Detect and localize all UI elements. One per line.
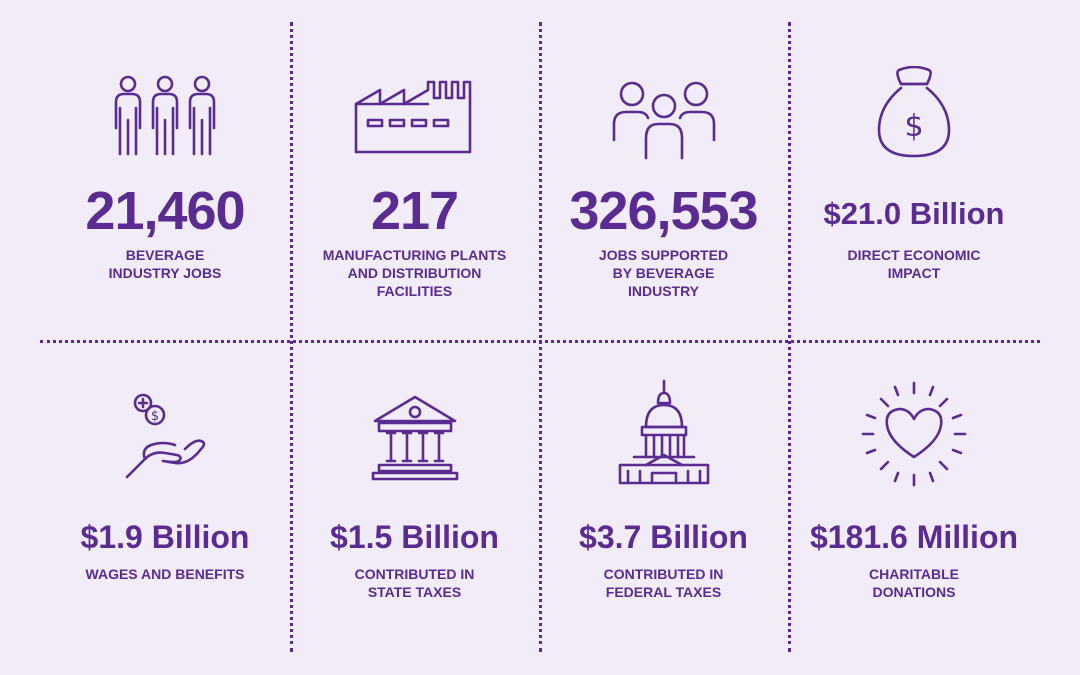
stat-value: 326,553 <box>569 181 758 241</box>
stat-facilities: 217 MANUFACTURING PLANTS AND DISTRIBUTIO… <box>290 0 539 340</box>
stat-label: DIRECT ECONOMIC IMPACT <box>847 247 981 281</box>
capitol-icon <box>616 379 712 487</box>
divider-horizontal <box>40 340 1040 343</box>
divider-vertical-1 <box>290 22 293 652</box>
stat-economic-impact: $ $21.0 Billion DIRECT ECONOMIC IMPACT <box>788 0 1040 340</box>
stat-label: WAGES AND BENEFITS <box>85 566 245 582</box>
stat-label: BEVERAGE INDUSTRY JOBS <box>108 247 222 281</box>
stat-wages: $ $1.9 Billion WAGES AND BENEFITS <box>40 343 290 675</box>
heart-icon <box>859 379 969 489</box>
stat-label: MANUFACTURING PLANTS AND DISTRIBUTION FA… <box>322 247 507 299</box>
stat-label: CONTRIBUTED IN STATE TAXES <box>354 566 475 600</box>
money-bag-icon: $ <box>875 66 953 160</box>
courthouse-icon <box>371 393 459 483</box>
stat-label: JOBS SUPPORTED BY BEVERAGE INDUSTRY <box>598 247 729 299</box>
stat-value: $1.9 Billion <box>80 519 250 555</box>
stat-value: $21.0 Billion <box>823 196 1005 231</box>
stat-value: $1.5 Billion <box>330 519 499 555</box>
stat-value: $181.6 Million <box>809 519 1019 555</box>
stat-value: 21,460 <box>85 181 245 241</box>
stat-charitable-donations: $181.6 Million CHARITABLE DONATIONS <box>788 343 1040 675</box>
factory-icon <box>352 78 478 156</box>
stat-label: CHARITABLE DONATIONS <box>869 566 959 600</box>
people-group-icon <box>610 78 718 160</box>
svg-text:$: $ <box>151 409 159 424</box>
svg-text:$: $ <box>904 109 923 144</box>
workers-icon <box>110 72 220 158</box>
stat-state-taxes: $1.5 Billion CONTRIBUTED IN STATE TAXES <box>290 343 539 675</box>
stat-beverage-jobs: 21,460 BEVERAGE INDUSTRY JOBS <box>40 0 290 340</box>
divider-vertical-2 <box>539 22 542 652</box>
divider-vertical-3 <box>788 22 791 652</box>
stat-supported-jobs: 326,553 JOBS SUPPORTED BY BEVERAGE INDUS… <box>539 0 788 340</box>
stat-federal-taxes: $3.7 Billion CONTRIBUTED IN FEDERAL TAXE… <box>539 343 788 675</box>
stat-label: CONTRIBUTED IN FEDERAL TAXES <box>603 566 724 600</box>
stat-value: 217 <box>370 181 459 241</box>
stat-value: $3.7 Billion <box>579 519 748 555</box>
hand-coins-icon: $ <box>123 389 207 481</box>
